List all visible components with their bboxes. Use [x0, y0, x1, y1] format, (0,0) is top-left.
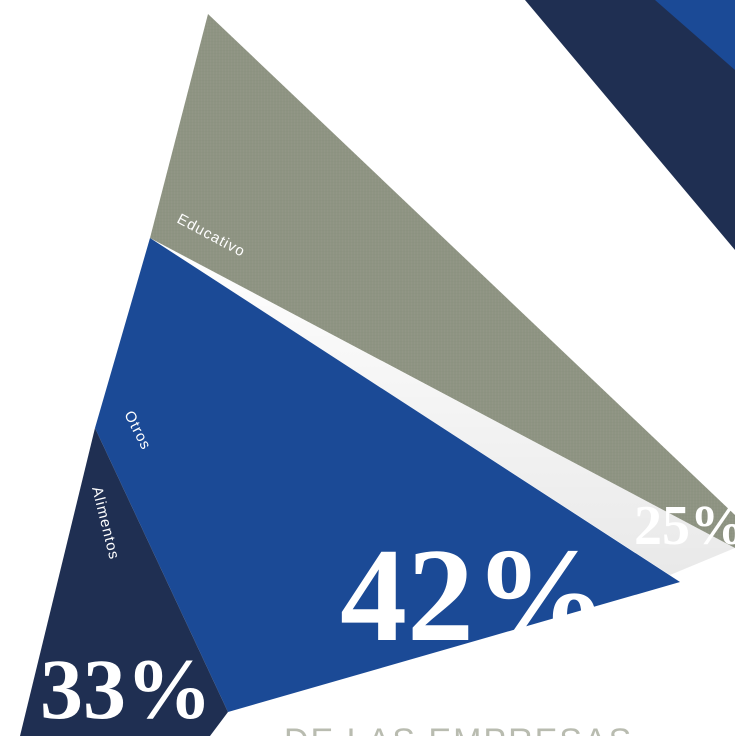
subtitle: DE LAS EMPRESAS — [284, 722, 633, 736]
segment-alimentos — [20, 428, 228, 736]
decor-stripe-blue — [655, 0, 735, 70]
decor-stripe-navy — [525, 0, 735, 250]
segment-educativo-shadow — [150, 238, 735, 575]
percent-alimentos: 33% — [40, 641, 212, 736]
percent-educativo: 25% — [634, 495, 735, 557]
percent-otros: 42% — [340, 521, 608, 669]
segment-educativo — [150, 14, 735, 548]
segment-otros — [95, 238, 680, 712]
